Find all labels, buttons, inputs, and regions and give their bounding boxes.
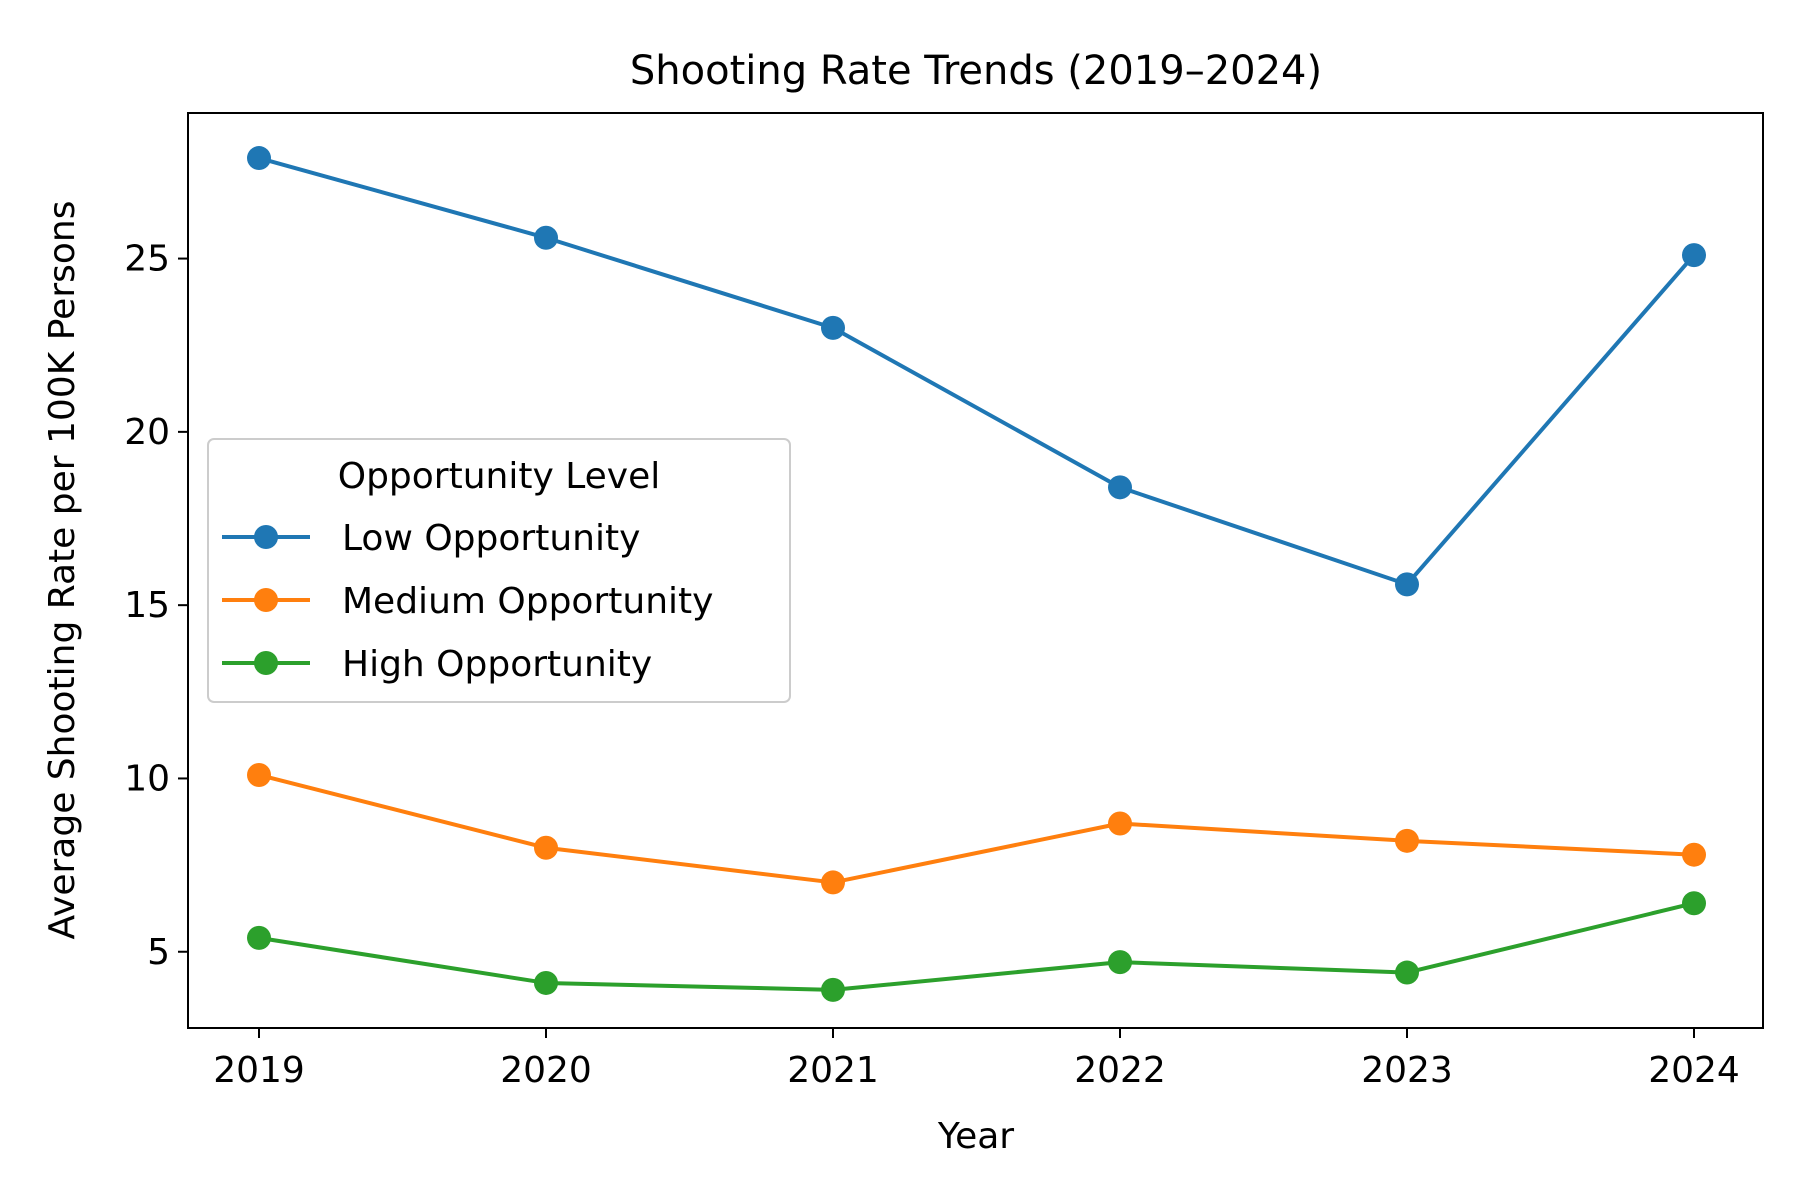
data-point-low-opportunity xyxy=(247,146,271,171)
legend-box xyxy=(207,438,791,703)
legend-label: Low Opportunity xyxy=(342,518,640,559)
series-line-medium-opportunity xyxy=(258,773,1695,885)
legend-entries: Low Opportunity Medium Opportunity High Op… xyxy=(222,518,713,685)
data-point-high-opportunity xyxy=(1395,960,1419,985)
x-tick-label: 2020 xyxy=(500,1050,592,1091)
plot-frame xyxy=(187,112,1764,1029)
data-point-low-opportunity xyxy=(1395,572,1419,597)
data-point-low-opportunity xyxy=(821,315,845,340)
y-tick-label: 10 xyxy=(124,758,170,799)
data-point-low-opportunity xyxy=(1108,475,1132,500)
data-point-low-opportunity xyxy=(534,225,558,250)
y-tick-label: 15 xyxy=(124,585,170,626)
y-tick-label: 25 xyxy=(124,239,170,280)
x-tick-label: 2024 xyxy=(1648,1050,1740,1091)
data-point-high-opportunity xyxy=(821,977,845,1002)
data-point-high-opportunity xyxy=(534,970,558,995)
data-point-medium-opportunity xyxy=(1682,842,1706,867)
data-point-medium-opportunity xyxy=(1395,828,1419,853)
series-line-low-opportunity xyxy=(258,156,1696,587)
x-tick-label: 2019 xyxy=(213,1050,305,1091)
series-layer xyxy=(247,146,1706,1002)
chart-title: Shooting Rate Trends (2019–2024) xyxy=(630,48,1322,94)
legend-marker xyxy=(254,651,278,675)
x-axis-label: Year xyxy=(937,1116,1014,1157)
y-tick-label: 5 xyxy=(147,932,170,973)
legend-marker xyxy=(254,525,278,549)
legend-label: Medium Opportunity xyxy=(342,581,713,622)
data-point-low-opportunity xyxy=(1682,243,1706,268)
series-line-high-opportunity xyxy=(258,901,1695,992)
x-tick-label: 2023 xyxy=(1361,1050,1453,1091)
x-tick-label: 2022 xyxy=(1074,1050,1166,1091)
axis-ticks: 2019 2020 2021 2022 2023 2024 5 10 15 20 25 xyxy=(124,239,1740,1091)
data-point-high-opportunity xyxy=(1682,891,1706,916)
x-tick-label: 2021 xyxy=(787,1050,879,1091)
y-tick-label: 20 xyxy=(124,412,170,453)
data-point-high-opportunity xyxy=(1108,950,1132,975)
data-point-medium-opportunity xyxy=(821,870,845,895)
data-point-high-opportunity xyxy=(247,925,271,950)
legend-label: High Opportunity xyxy=(342,644,652,685)
data-point-medium-opportunity xyxy=(247,762,271,787)
data-point-medium-opportunity xyxy=(1108,811,1132,836)
y-axis-label: Average Shooting Rate per 100K Persons xyxy=(42,201,83,940)
legend-title: Opportunity Level xyxy=(338,456,661,497)
legend-marker xyxy=(254,588,278,612)
data-point-medium-opportunity xyxy=(534,835,558,860)
legend: Opportunity Level Low Opportunity Medium … xyxy=(207,438,791,703)
